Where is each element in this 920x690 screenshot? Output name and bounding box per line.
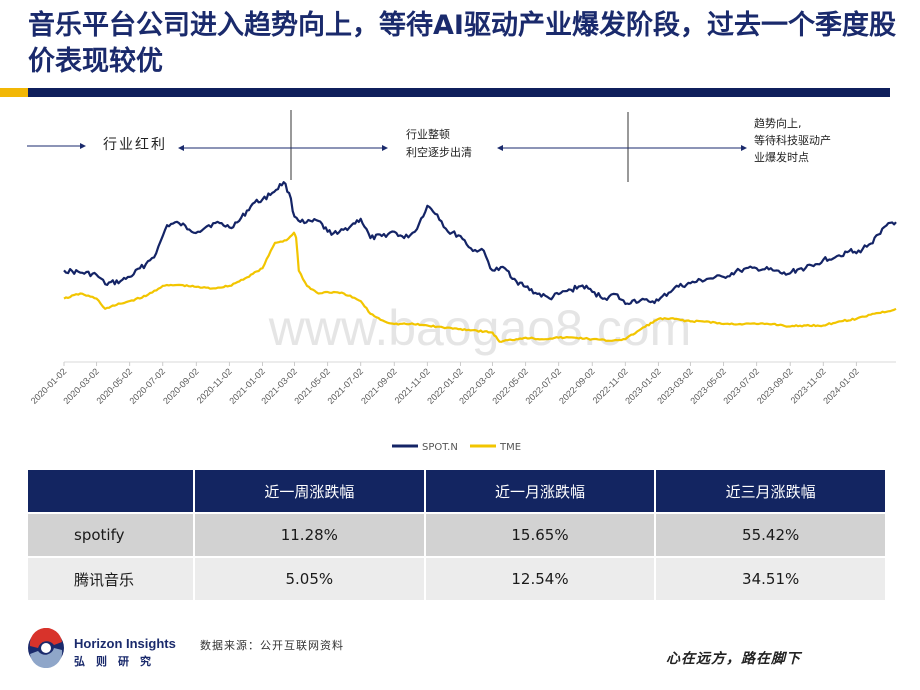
table-cell: 55.42%: [655, 512, 887, 557]
table-row: 腾讯音乐 5.05% 12.54% 34.51%: [28, 556, 887, 600]
phase-label-3c: 业爆发时点: [754, 150, 809, 164]
table-cell: 34.51%: [655, 556, 887, 600]
table-cell: 12.54%: [424, 556, 657, 600]
x-tick-label: 2022-09-02: [557, 366, 597, 406]
table-header-quarter: 近三月涨跌幅: [655, 470, 887, 513]
series-line-spot: [63, 181, 897, 306]
slogan: 心在远方，路在脚下: [666, 651, 801, 667]
brand-name-en: Horizon Insights: [74, 636, 176, 651]
table-cell-company: spotify: [28, 512, 195, 557]
x-tick-labels: 2020-01-022020-03-022020-05-022020-07-02…: [29, 362, 861, 406]
phase-arrows: [27, 143, 747, 151]
x-tick-label: 2024-01-02: [821, 366, 861, 406]
table-header-week: 近一周涨跌幅: [194, 470, 426, 513]
legend-label-spot: SPOT.N: [422, 442, 458, 453]
legend: SPOT.N TME: [392, 442, 521, 453]
horizon-logo-icon: [28, 628, 64, 668]
phase-label-3b: 等待科技驱动产: [754, 133, 831, 147]
performance-table: 近一周涨跌幅 近一月涨跌幅 近三月涨跌幅 spotify 11.28% 15.6…: [28, 470, 887, 600]
phase-label-3a: 趋势向上,: [754, 116, 802, 130]
title-accent-bar: [0, 88, 28, 97]
data-source-note: 数据来源：公开互联网资料: [200, 639, 344, 652]
series-line-tme: [63, 231, 897, 343]
table-cell-company: 腾讯音乐: [28, 556, 195, 600]
brand-name-cn: 弘则研究: [74, 655, 162, 668]
table-cell: 15.65%: [424, 512, 657, 557]
stock-price-chart: www.baogao8.com 2020-01-022020-03-022020…: [27, 110, 897, 453]
series-layer: [63, 181, 897, 343]
watermark: www.baogao8.com: [268, 300, 691, 356]
phase-label-2a: 行业整顿: [406, 127, 450, 141]
legend-label-tme: TME: [499, 442, 521, 453]
table-cell: 5.05%: [194, 556, 426, 600]
table-header-row: 近一周涨跌幅 近一月涨跌幅 近三月涨跌幅: [28, 470, 887, 513]
phase-label-1: 行业红利: [103, 137, 167, 153]
x-tick-label: 2020-09-02: [161, 366, 201, 406]
x-tick-label: 2021-09-02: [359, 366, 399, 406]
x-tick-label: 2023-09-02: [755, 366, 795, 406]
table-cell: 11.28%: [194, 512, 426, 557]
table-header-month: 近一月涨跌幅: [424, 470, 657, 513]
page-title: 音乐平台公司进入趋势向上，等待AI驱动产业爆发阶段，过去一个季度股价表现较优: [28, 10, 896, 77]
title-divider-bar: [28, 88, 890, 97]
phase-label-2b: 利空逐步出清: [406, 145, 472, 159]
table-row: spotify 11.28% 15.65% 55.42%: [28, 512, 887, 557]
table-header-corner: [28, 470, 195, 513]
